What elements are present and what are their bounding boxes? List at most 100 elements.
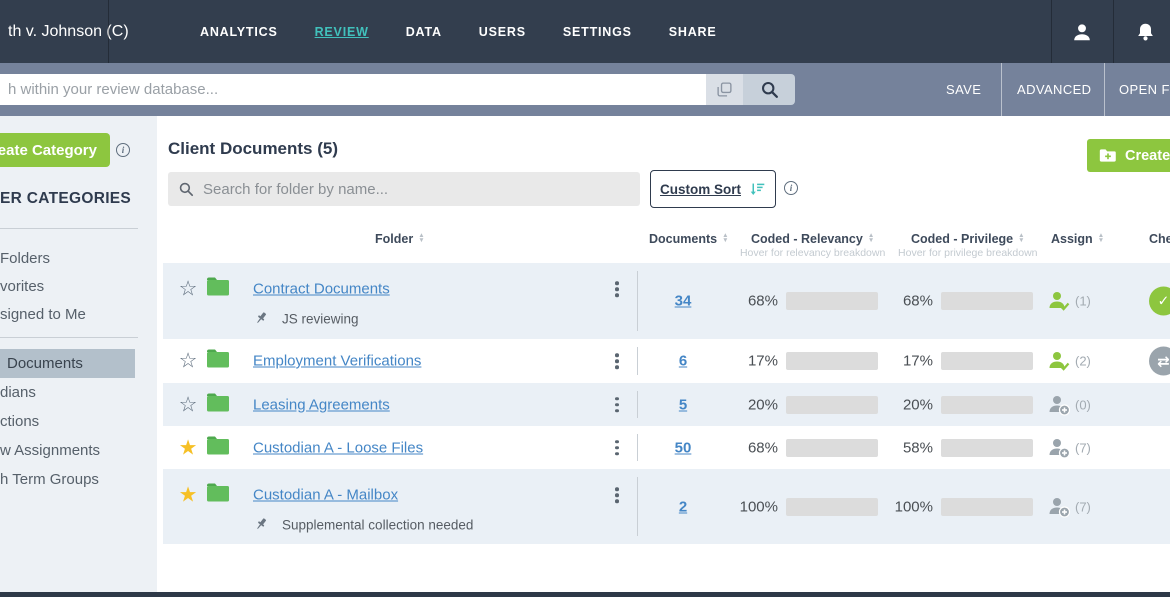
- folder-icon-wrap: [205, 434, 231, 461]
- sidebar-item-collections[interactable]: ctions: [0, 407, 39, 436]
- sidebar-item-assigned-to-me[interactable]: signed to Me: [0, 300, 86, 329]
- row-menu-icon[interactable]: [611, 393, 623, 417]
- assign-button[interactable]: (1): [1047, 291, 1091, 312]
- folder-icon-wrap: [205, 391, 231, 418]
- check-complete-icon[interactable]: ✓: [1149, 287, 1170, 316]
- favorite-star-icon[interactable]: ☆: [175, 392, 201, 417]
- favorite-star-icon[interactable]: ★: [175, 435, 201, 460]
- folder-icon: [205, 391, 231, 413]
- nav-settings[interactable]: SETTINGS: [563, 25, 632, 39]
- navbar-divider: [1113, 0, 1114, 63]
- row-menu-icon[interactable]: [611, 277, 623, 301]
- bell-icon: [1135, 21, 1156, 43]
- case-name[interactable]: th v. Johnson (C): [8, 0, 129, 63]
- info-icon[interactable]: i: [116, 143, 130, 157]
- assign-button[interactable]: (7): [1047, 437, 1091, 458]
- sidebar-item-folders[interactable]: Folders: [0, 244, 50, 273]
- create-category-button[interactable]: eate Category: [0, 133, 110, 167]
- folder-name-link[interactable]: Employment Verifications: [253, 353, 421, 370]
- privilege-percent: 58%: [881, 439, 933, 456]
- relevancy-percent: 68%: [726, 293, 778, 310]
- sidebar-item-client-documents[interactable]: Documents: [0, 349, 135, 378]
- folder-icon: [205, 434, 231, 456]
- row-menu-icon[interactable]: [611, 483, 623, 507]
- custom-sort-button[interactable]: Custom Sort: [650, 170, 776, 208]
- sidebar-item-custodians[interactable]: dians: [0, 378, 36, 407]
- nav-review[interactable]: REVIEW: [315, 25, 369, 39]
- document-count-link[interactable]: 50: [663, 439, 703, 456]
- sidebar-item-review-assignments[interactable]: w Assignments: [0, 436, 100, 465]
- document-count-link[interactable]: 5: [663, 396, 703, 413]
- sidebar-divider: [0, 228, 138, 229]
- relevancy-percent: 17%: [726, 353, 778, 370]
- folder-categories-sidebar: eate Category i ER CATEGORIES Folders vo…: [0, 116, 157, 592]
- privilege-progress-bar: [941, 439, 1033, 457]
- assign-count: (2): [1075, 354, 1091, 369]
- relevancy-progress-bar: [786, 498, 878, 516]
- favorite-star-icon[interactable]: ☆: [175, 277, 201, 302]
- folder-name-link[interactable]: Leasing Agreements: [253, 396, 390, 413]
- relevancy-percent: 100%: [726, 498, 778, 515]
- nav-data[interactable]: DATA: [406, 25, 442, 39]
- column-header-privilege[interactable]: Coded - Privilege ▲▼ Hover for privilege…: [911, 232, 1025, 246]
- column-header-check[interactable]: Che: [1149, 232, 1170, 246]
- privilege-progress-bar: [941, 352, 1033, 370]
- row-menu-icon[interactable]: [611, 349, 623, 373]
- assign-button[interactable]: (2): [1047, 351, 1091, 372]
- nav-users[interactable]: USERS: [479, 25, 526, 39]
- assign-user-add-icon: [1047, 394, 1071, 415]
- global-search-input[interactable]: [0, 74, 706, 105]
- copy-search-button[interactable]: [706, 74, 743, 105]
- search-icon: [760, 80, 779, 99]
- navbar-divider: [108, 0, 109, 63]
- relevancy-progress-bar: [786, 352, 878, 370]
- column-header-documents[interactable]: Documents ▲▼: [649, 232, 729, 246]
- searchbar-divider: [1104, 63, 1105, 116]
- document-count-link[interactable]: 6: [663, 353, 703, 370]
- folder-icon-wrap: [205, 348, 231, 375]
- assign-user-check-icon: [1047, 291, 1071, 312]
- column-header-folder[interactable]: Folder ▲▼: [375, 232, 425, 246]
- assign-button[interactable]: (7): [1047, 496, 1091, 517]
- open-filters-button[interactable]: OPEN FI: [1119, 63, 1170, 116]
- document-count-link[interactable]: 34: [663, 293, 703, 310]
- nav-analytics[interactable]: ANALYTICS: [200, 25, 278, 39]
- folder-name-link[interactable]: Custodian A - Loose Files: [253, 439, 423, 456]
- user-button[interactable]: [1062, 0, 1102, 63]
- column-header-assign[interactable]: Assign ▲▼: [1051, 232, 1104, 246]
- sort-arrows-icon: ▲ ▼: [722, 232, 728, 243]
- favorite-star-icon[interactable]: ☆: [175, 349, 201, 374]
- relevancy-percent: 68%: [726, 439, 778, 456]
- folder-name-link[interactable]: Custodian A - Mailbox: [253, 487, 398, 504]
- folder-name-link[interactable]: Contract Documents: [253, 281, 390, 298]
- assign-button[interactable]: (0): [1047, 394, 1091, 415]
- privilege-progress-bar: [941, 292, 1033, 310]
- advanced-search-button[interactable]: ADVANCED: [1017, 63, 1091, 116]
- privilege-percent: 17%: [881, 353, 933, 370]
- sidebar-item-favorites[interactable]: vorites: [0, 272, 44, 301]
- folder-note-text: Supplemental collection needed: [282, 518, 473, 533]
- save-search-button[interactable]: SAVE: [946, 63, 981, 116]
- privilege-percent: 20%: [881, 396, 933, 413]
- pushpin-icon: [253, 517, 270, 534]
- folder-icon-wrap: [205, 482, 231, 509]
- document-count-link[interactable]: 2: [663, 498, 703, 515]
- sort-arrows-icon: ▲ ▼: [418, 232, 424, 243]
- favorite-star-icon[interactable]: ★: [175, 483, 201, 508]
- copy-icon: [716, 81, 733, 98]
- folder-search-input[interactable]: [203, 181, 630, 198]
- nav-share[interactable]: SHARE: [669, 25, 717, 39]
- column-subtitle: Hover for relevancy breakdown: [740, 247, 885, 259]
- column-header-relevancy[interactable]: Coded - Relevancy ▲▼ Hover for relevancy…: [751, 232, 874, 246]
- create-folder-button[interactable]: Create F: [1087, 139, 1170, 172]
- sort-arrows-icon: ▲ ▼: [1098, 232, 1104, 243]
- column-subtitle: Hover for privilege breakdown: [898, 247, 1037, 259]
- info-icon[interactable]: i: [784, 181, 798, 195]
- folder-row: ★Custodian A - Mailbox2100%100%(7)Supple…: [163, 469, 1170, 544]
- sidebar-item-search-term-groups[interactable]: h Term Groups: [0, 465, 99, 494]
- notifications-button[interactable]: [1125, 0, 1165, 63]
- search-submit-button[interactable]: [743, 74, 795, 105]
- create-folder-label: Create F: [1125, 148, 1170, 164]
- swap-status-icon[interactable]: ⇄: [1149, 347, 1170, 376]
- row-menu-icon[interactable]: [611, 436, 623, 460]
